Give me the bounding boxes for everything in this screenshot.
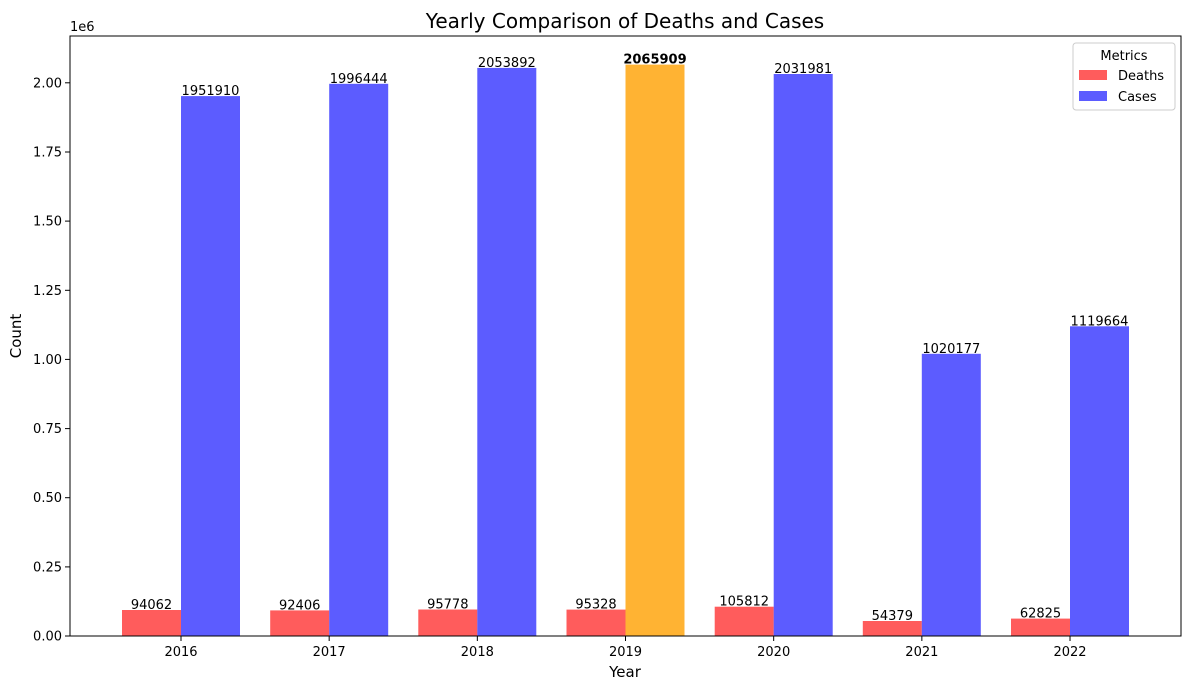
legend-label-deaths: Deaths [1118,69,1164,84]
bar-cases-2018 [477,67,537,636]
x-tick-label-2019: 2019 [609,645,642,660]
bar-cases-2021 [921,353,981,636]
bar-label-cases-2020: 2031981 [774,62,832,77]
bar-label-deaths-2022: 62825 [1020,607,1061,622]
bar-label-cases-2016: 1951910 [182,84,240,99]
bars-layer [122,64,1129,637]
bar-label-deaths-2020: 105812 [719,595,769,610]
legend-swatch-deaths [1079,70,1107,80]
x-tick-label-2021: 2021 [905,645,938,660]
y-tick-label-1.25: 1.25 [33,284,62,299]
bar-deaths-2017 [270,610,330,636]
y-multiplier-label: 1e6 [70,20,95,35]
x-axis-label: Year [608,663,642,681]
bar-label-cases-2017: 1996444 [330,72,388,87]
y-tick-label-1.50: 1.50 [33,215,62,230]
axis-ticks-layer: 2016 2017 2018 2019 2020 2021 2022 0.00 0.25 0.50… [33,76,1087,660]
chart-title: Yearly Comparison of Deaths and Cases [425,9,824,33]
plot-frame [69,35,1182,637]
bar-cases-2019 [625,64,685,637]
bar-deaths-2021 [862,621,922,636]
x-tick-label-2018: 2018 [461,645,494,660]
bar-deaths-2018 [418,609,478,636]
y-tick-label-1.00: 1.00 [33,353,62,368]
bar-labels-layer: 94062 1951910 92406 1996444 95778 2053892 9532… [131,53,1129,624]
bar-deaths-2022 [1011,618,1070,636]
bar-label-deaths-2017: 92406 [279,598,320,613]
bar-label-cases-2018: 2053892 [478,56,536,71]
bar-deaths-2020 [714,606,774,636]
legend-swatch-cases [1079,91,1107,101]
x-tick-label-2017: 2017 [313,645,346,660]
y-tick-label-2.00: 2.00 [33,76,62,91]
legend-label-cases: Cases [1118,90,1157,105]
y-tick-label-0.25: 0.25 [33,560,62,575]
legend-title: Metrics [1100,49,1147,64]
legend: Metrics Deaths Cases [1072,42,1176,111]
y-tick-label-0.00: 0.00 [33,630,62,645]
bar-label-deaths-2016: 94062 [131,598,172,613]
bar-label-deaths-2021: 54379 [872,609,913,624]
y-axis-label: Count [7,314,25,359]
x-tick-label-2020: 2020 [757,645,790,660]
x-tick-label-2016: 2016 [164,645,197,660]
bar-cases-2016 [181,96,240,637]
bar-cases-2020 [773,74,833,636]
bar-label-cases-2021: 1020177 [922,342,980,357]
bar-cases-2017 [329,83,389,637]
bar-label-cases-2022: 1119664 [1071,314,1129,329]
bar-label-cases-2019: 2065909 [623,53,686,68]
bar-deaths-2019 [566,609,626,636]
y-tick-label-1.75: 1.75 [33,146,62,161]
bar-label-deaths-2019: 95328 [575,598,616,613]
x-tick-label-2022: 2022 [1053,645,1086,660]
bar-cases-2022 [1070,326,1129,636]
y-tick-label-0.75: 0.75 [33,422,62,437]
bar-deaths-2016 [122,610,181,636]
y-tick-label-0.50: 0.50 [33,491,62,506]
bar-label-deaths-2018: 95778 [427,598,468,613]
